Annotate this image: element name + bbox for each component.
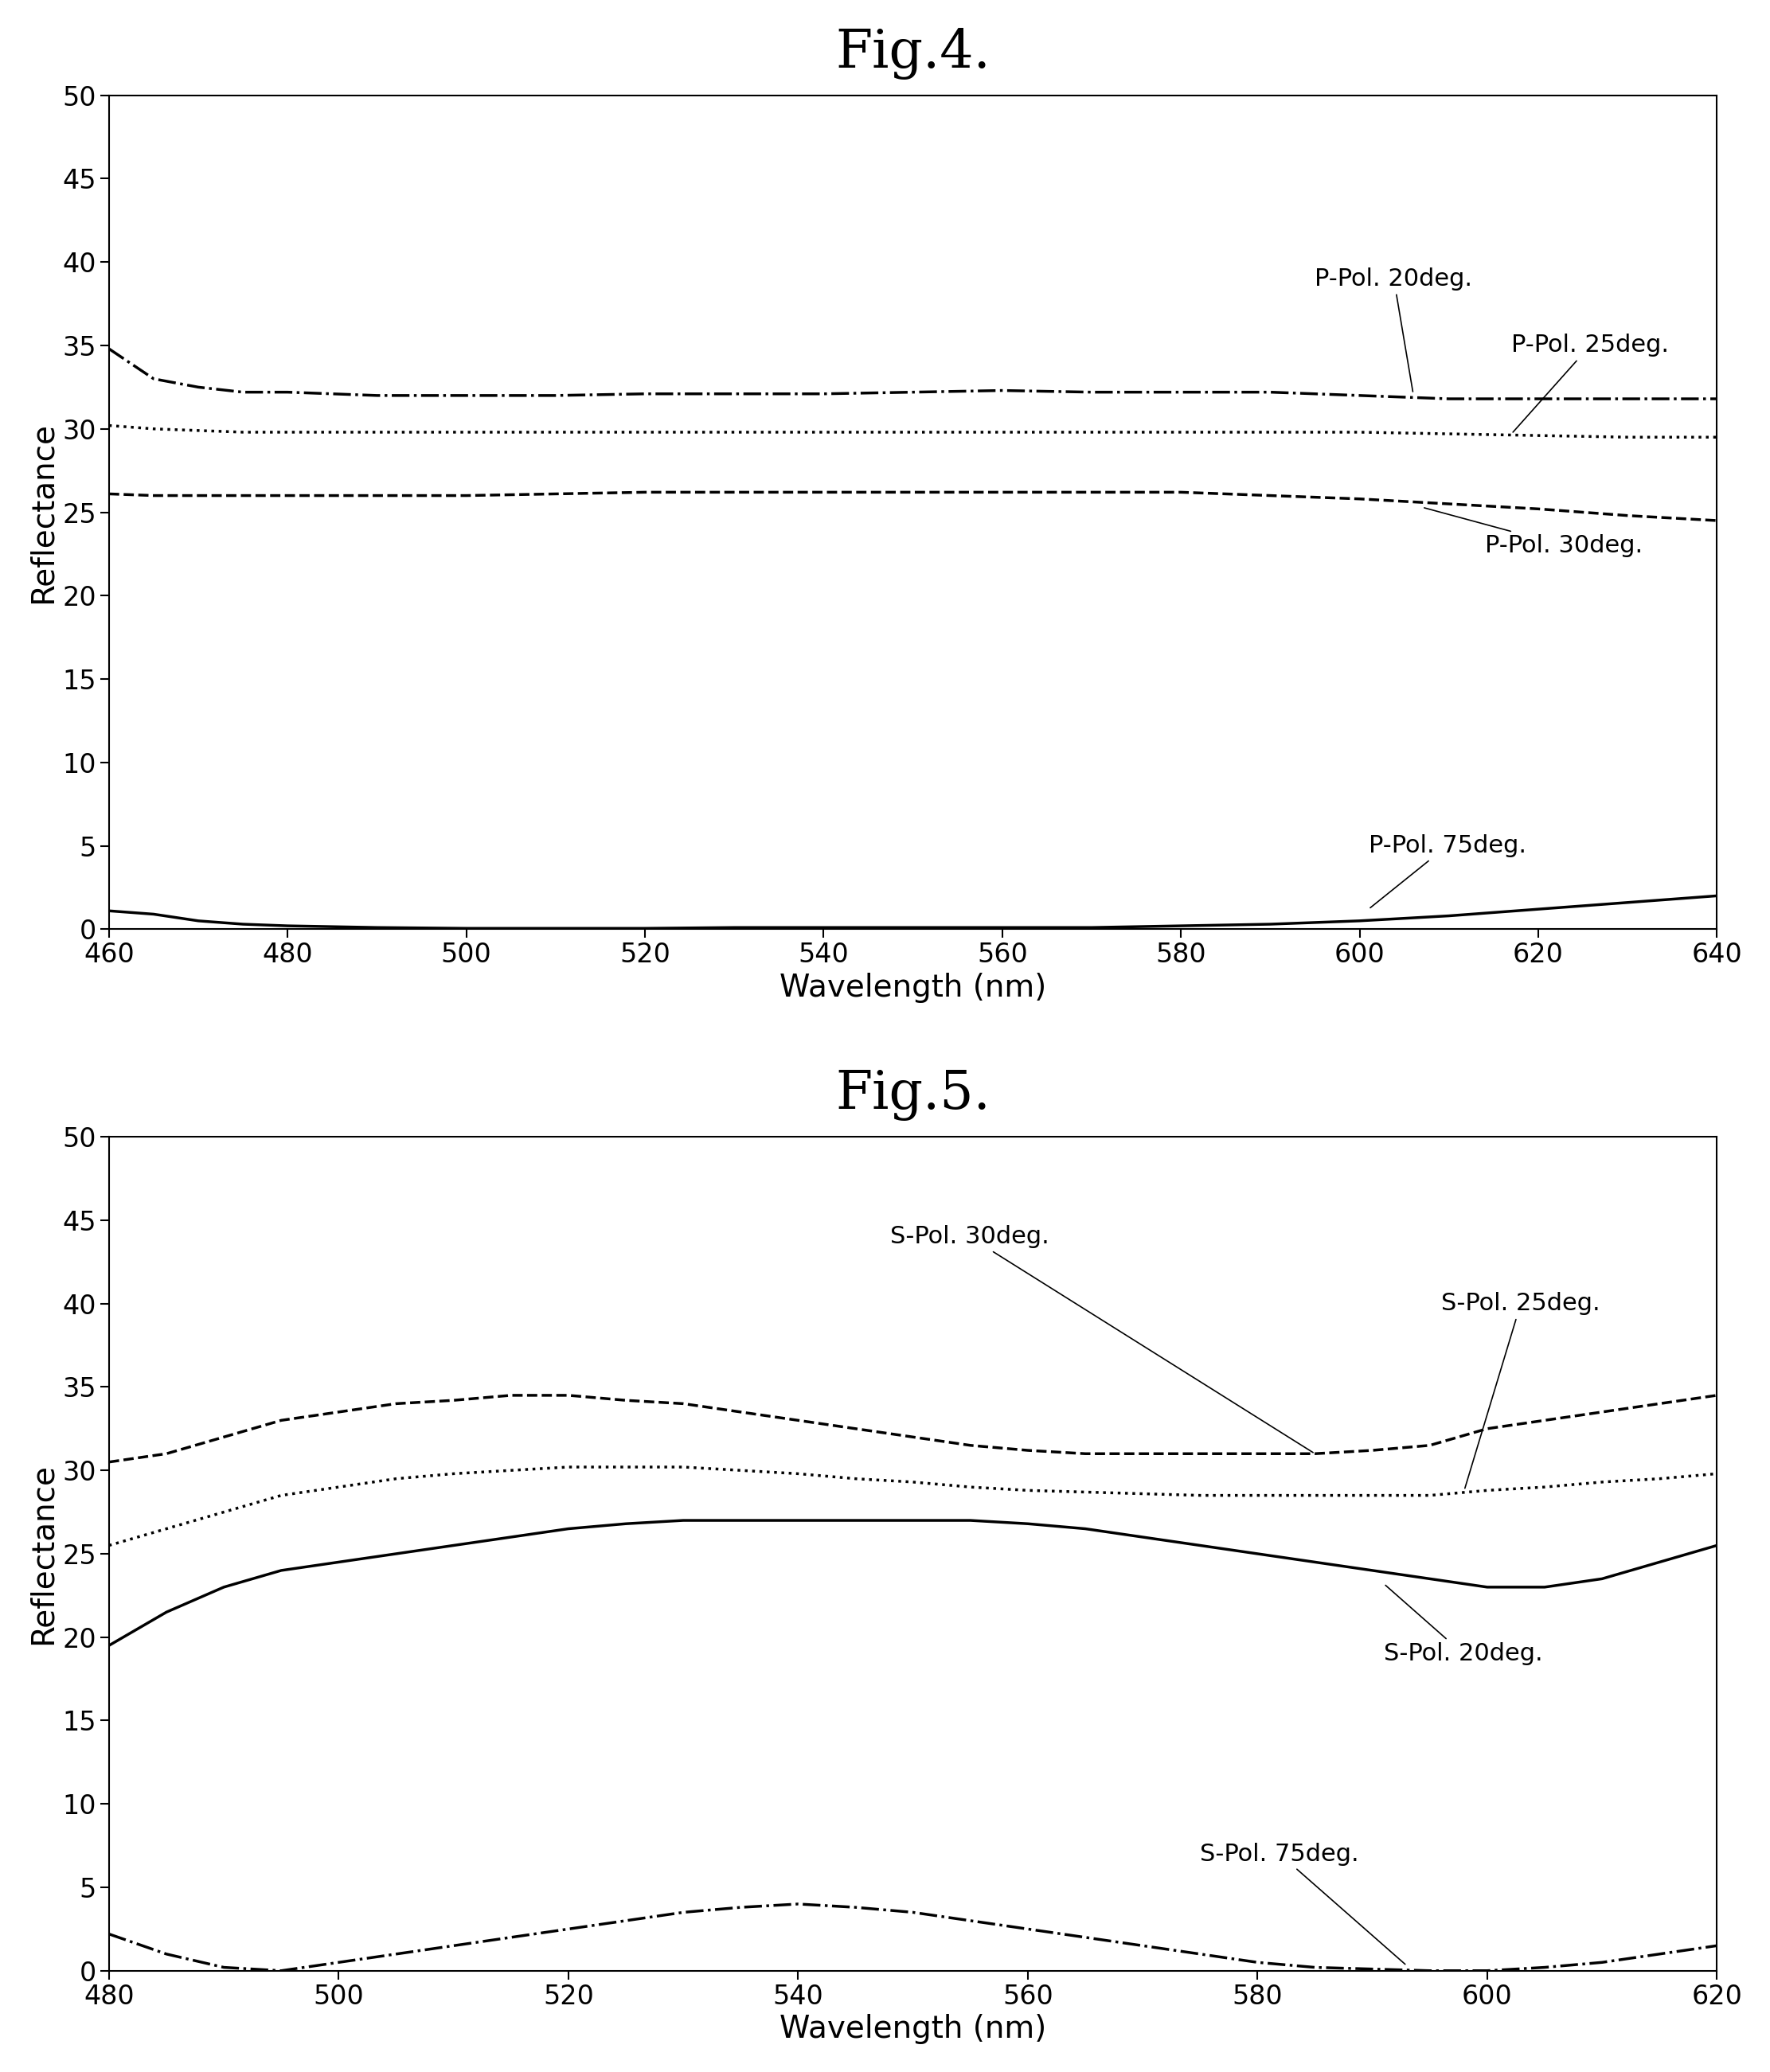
Title: Fig.5.: Fig.5.: [835, 1069, 991, 1121]
Text: S-Pol. 30deg.: S-Pol. 30deg.: [890, 1225, 1313, 1452]
Text: P-Pol. 20deg.: P-Pol. 20deg.: [1315, 267, 1473, 392]
Y-axis label: Reflectance: Reflectance: [28, 1463, 58, 1645]
Text: P-Pol. 30deg.: P-Pol. 30deg.: [1425, 508, 1643, 557]
Text: P-Pol. 25deg.: P-Pol. 25deg.: [1512, 334, 1669, 433]
X-axis label: Wavelength (nm): Wavelength (nm): [779, 2014, 1046, 2045]
Title: Fig.4.: Fig.4.: [835, 27, 991, 79]
Text: S-Pol. 75deg.: S-Pol. 75deg.: [1200, 1842, 1405, 1964]
Text: S-Pol. 25deg.: S-Pol. 25deg.: [1441, 1293, 1600, 1488]
Text: P-Pol. 75deg.: P-Pol. 75deg.: [1368, 835, 1526, 908]
X-axis label: Wavelength (nm): Wavelength (nm): [779, 972, 1046, 1003]
Y-axis label: Reflectance: Reflectance: [28, 421, 58, 603]
Text: S-Pol. 20deg.: S-Pol. 20deg.: [1384, 1585, 1543, 1666]
